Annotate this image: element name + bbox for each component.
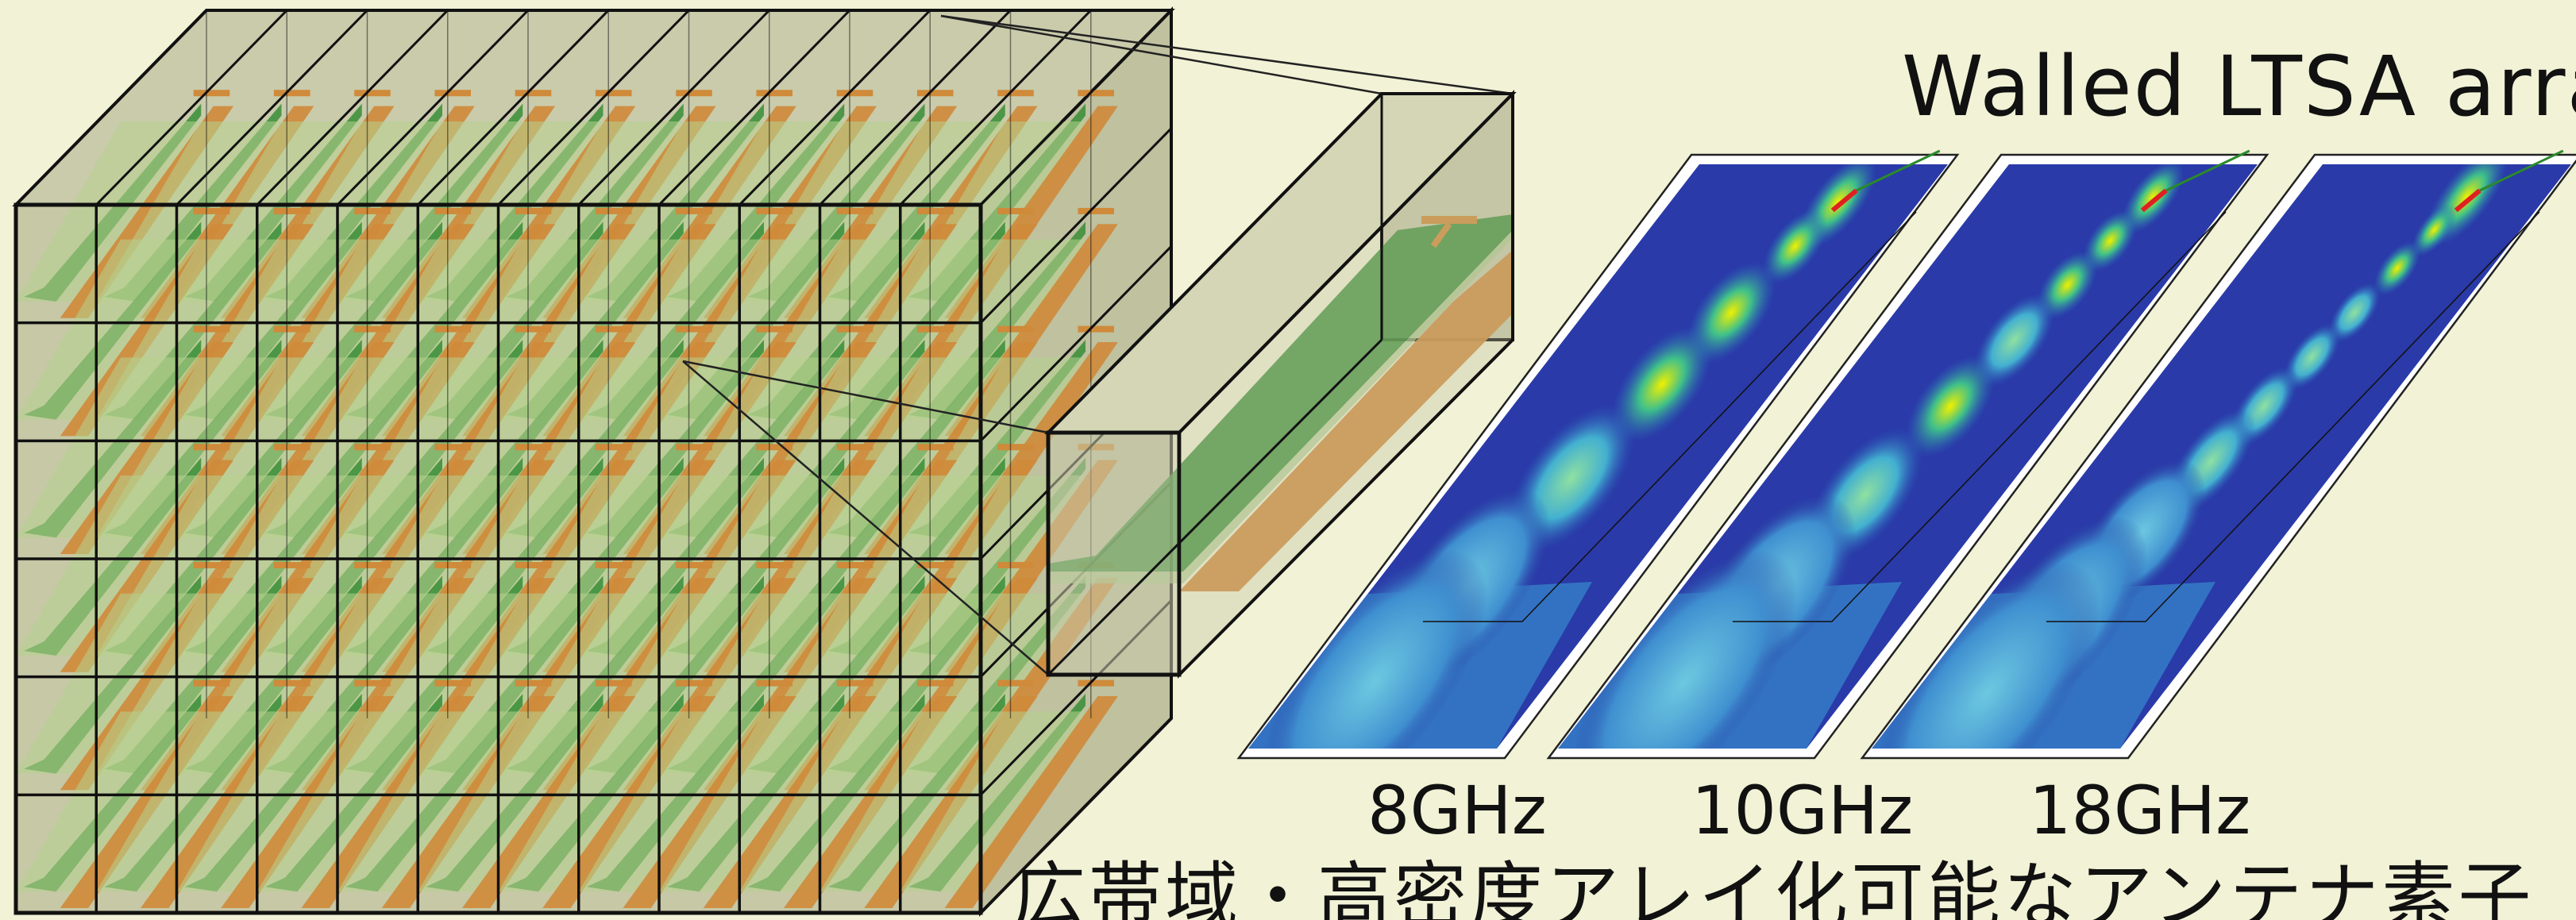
figure-title: Walled LTSA array <box>1902 38 2576 135</box>
zoom-lines <box>682 14 1514 676</box>
ltsa-array-cube <box>12 6 1175 917</box>
field-distribution-panels <box>1236 149 2576 760</box>
field-panel-8ghz <box>1236 149 1960 760</box>
single-ltsa-element <box>1044 90 1517 679</box>
figure-caption: 広帯域・高密度アレイ化可能なアンテナ素子 <box>1012 854 2535 920</box>
field-panel-10ghz <box>1546 149 2269 760</box>
frequency-label-18ghz: 18GHz <box>2029 772 2251 849</box>
field-panel-18ghz <box>1860 149 2576 760</box>
frequency-label-10ghz: 10GHz <box>1691 772 1914 849</box>
frequency-label-8ghz: 8GHz <box>1367 772 1547 849</box>
